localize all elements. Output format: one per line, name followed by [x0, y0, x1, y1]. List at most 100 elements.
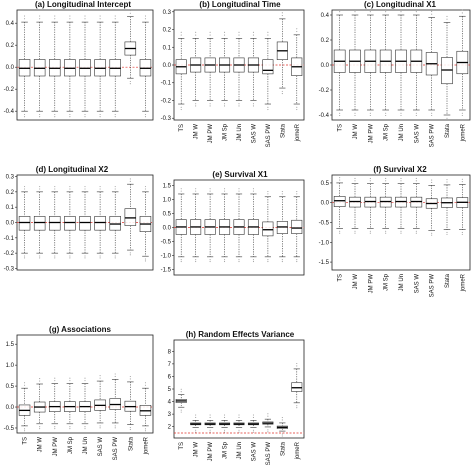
outlier-point: [144, 258, 146, 260]
x-category-label: TS: [179, 442, 185, 450]
outlier-point: [39, 113, 41, 116]
box-9: [139, 382, 152, 432]
outlier-point: [267, 108, 269, 111]
panel-g: (g) Associations -0.5 0.0 0.5 1.0 1.5 TS JM W JM…: [4, 325, 154, 461]
outlier-point: [129, 378, 131, 380]
outlier-point: [209, 105, 211, 107]
outlier-point: [415, 177, 417, 180]
y-tick-label: -0.5: [161, 239, 172, 245]
outlier-point: [195, 103, 197, 105]
outlier-point: [144, 18, 146, 20]
box-2: [190, 188, 202, 263]
outlier-point: [385, 232, 387, 234]
outlier-point: [400, 114, 402, 117]
outlier-point: [238, 31, 240, 33]
x-category-label: JM W: [194, 124, 200, 140]
box-iqr: [262, 221, 274, 237]
outlier-point: [296, 28, 298, 30]
x-category-label: SAS PW: [113, 437, 119, 461]
outlier-point: [461, 112, 463, 114]
box-8: [441, 15, 453, 119]
y-tick-label: 4: [168, 400, 172, 406]
x-category-label: SAS W: [414, 274, 420, 294]
outlier-point: [54, 426, 56, 428]
outlier-point: [129, 254, 131, 256]
y-tick-label: 0.3: [163, 10, 172, 16]
box-6: [410, 177, 423, 234]
outlier-point: [209, 261, 211, 263]
outlier-point: [114, 373, 116, 375]
outlier-point: [84, 15, 86, 17]
y-tick-label: 5: [168, 387, 172, 393]
box-iqr: [262, 59, 274, 75]
outlier-point: [69, 257, 71, 259]
box-6: [247, 414, 259, 433]
outlier-point: [129, 180, 131, 182]
y-tick-label: 7: [168, 362, 172, 368]
y-tick-label: -0.5: [4, 426, 15, 432]
box-9: [456, 9, 469, 117]
outlier-point: [84, 255, 86, 257]
outlier-point: [252, 261, 254, 263]
outlier-point: [24, 15, 26, 17]
outlier-point: [114, 188, 116, 190]
panel-title: (g) Associations: [49, 325, 111, 334]
outlier-point: [54, 428, 56, 430]
y-tick-label: 0.0: [321, 63, 330, 69]
box-4: [64, 15, 76, 118]
outlier-point: [209, 34, 211, 36]
y-tick-label: -0.4: [319, 113, 330, 119]
outlier-point: [400, 177, 402, 180]
x-category-label: JM W: [38, 437, 44, 453]
box-8: [276, 12, 288, 95]
outlier-point: [431, 232, 433, 234]
outlier-point: [281, 419, 283, 421]
outlier-point: [114, 113, 116, 116]
y-tick-label: 0.0: [163, 63, 172, 69]
box-1: [18, 382, 31, 432]
outlier-point: [195, 259, 197, 261]
outlier-point: [252, 431, 254, 433]
outlier-point: [267, 415, 269, 417]
outlier-point: [69, 255, 71, 257]
outlier-point: [369, 177, 371, 180]
outlier-point: [84, 257, 86, 259]
panel-h: (h) Random Effects Variance 2 3 4 5 6 7 8 TS JM W…: [168, 330, 305, 465]
x-category-label: jomeR: [295, 441, 301, 460]
y-tick-label: -0.2: [319, 88, 330, 94]
y-tick-label: 0.0: [6, 405, 15, 411]
outlier-point: [281, 93, 283, 95]
y-tick-label: 6: [168, 374, 172, 380]
outlier-point: [180, 409, 182, 411]
box-5: [79, 15, 91, 118]
box-8: [276, 416, 288, 437]
y-tick-label: 1.5: [6, 342, 15, 348]
outlier-point: [54, 377, 56, 379]
x-category-label: SAS PW: [430, 274, 436, 298]
outlier-point: [431, 114, 433, 117]
outlier-point: [461, 12, 463, 14]
outlier-point: [461, 178, 463, 180]
y-tick-label: 0.2: [321, 38, 330, 44]
y-tick-label: 0.3: [6, 175, 15, 181]
y-tick-label: 0.0: [6, 65, 15, 71]
x-category-label: jomeR: [143, 436, 149, 455]
y-tick-label: 0.4: [6, 21, 15, 27]
outlier-point: [446, 233, 448, 235]
x-category-label: SAS PW: [430, 124, 436, 148]
y-tick-label: 0.2: [6, 190, 15, 196]
outlier-point: [267, 106, 269, 108]
outlier-point: [69, 428, 71, 430]
plot-frame: [173, 339, 305, 439]
x-category-label: JM Sp: [223, 123, 229, 141]
outlier-point: [180, 391, 182, 393]
outlier-point: [180, 108, 182, 111]
box-3: [364, 177, 377, 234]
outlier-point: [461, 114, 463, 117]
panel-title: (d) Longitudinal X2: [36, 165, 109, 174]
outlier-point: [224, 416, 226, 419]
panel-title: (a) Longitudinal Intercept: [35, 0, 131, 9]
outlier-point: [296, 190, 298, 193]
panel-title: (f) Survival X2: [373, 165, 427, 174]
outlier-point: [54, 257, 56, 259]
